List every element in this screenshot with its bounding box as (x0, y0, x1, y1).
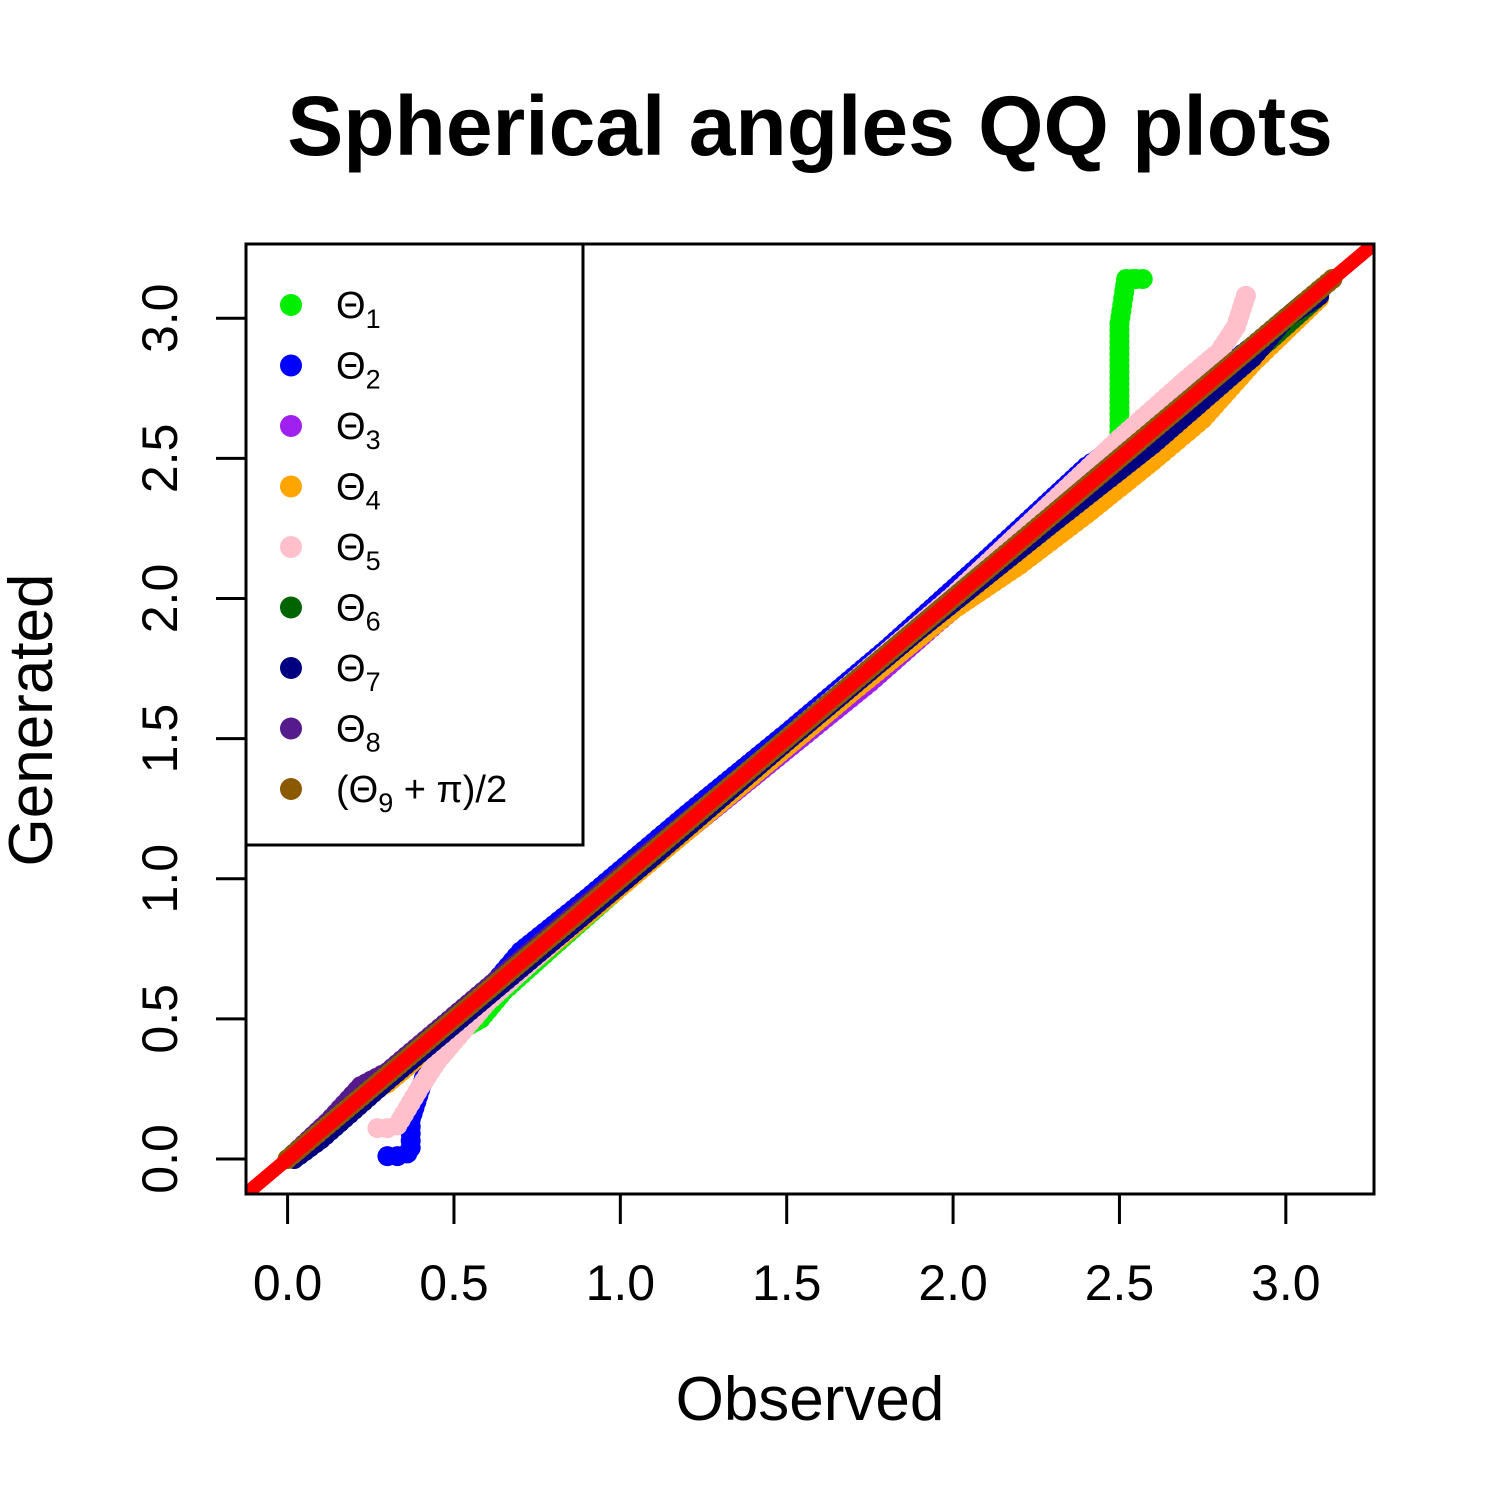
y-axis: 0.0 0.5 1.0 1.5 2.0 2.5 3.0 (132, 284, 246, 1194)
x-tick-label: 2.0 (918, 1255, 988, 1311)
legend-label: Θ6 (336, 588, 381, 637)
y-tick-label: 1.0 (132, 844, 188, 914)
legend-marker (280, 657, 302, 679)
legend-label: Θ2 (336, 346, 381, 395)
legend-label: Θ5 (336, 527, 381, 576)
x-tick-label: 1.0 (586, 1255, 656, 1311)
x-axis: 0.0 0.5 1.0 1.5 2.0 2.5 3.0 (253, 1192, 1321, 1311)
y-tick-label: 0.0 (132, 1124, 188, 1194)
legend-label: Θ4 (336, 467, 381, 516)
legend-marker (280, 596, 302, 619)
legend-box (244, 242, 585, 847)
y-tick-label: 2.0 (132, 564, 188, 634)
legend: Θ1 Θ2 Θ3 Θ4 Θ5 Θ6 Θ7 Θ8 (Θ9 + π)/2 (244, 242, 585, 847)
legend-marker (280, 354, 302, 377)
y-tick-label: 1.5 (132, 704, 188, 774)
legend-marker (280, 778, 302, 800)
y-axis-label: Generated (0, 574, 66, 867)
legend-marker (280, 717, 302, 740)
y-tick-label: 0.5 (132, 984, 188, 1054)
y-tick-label: 2.5 (132, 424, 188, 494)
legend-marker (280, 536, 302, 558)
reference-line-group (246, 244, 1374, 1194)
legend-label: Θ8 (336, 709, 381, 758)
legend-label: (Θ9 + π)/2 (336, 769, 507, 818)
chart-title: Spherical angles QQ plots (287, 79, 1333, 173)
y-tick-label: 3.0 (132, 284, 188, 354)
x-axis-label: Observed (676, 1365, 945, 1434)
legend-marker (280, 294, 302, 316)
legend-label: Θ1 (336, 285, 381, 334)
legend-marker (280, 415, 302, 437)
x-tick-label: 0.0 (253, 1255, 323, 1311)
legend-label: Θ3 (336, 406, 381, 455)
reference-line (246, 244, 1374, 1194)
x-tick-label: 1.5 (752, 1255, 822, 1311)
x-tick-label: 2.5 (1085, 1255, 1155, 1311)
data-point (1235, 285, 1256, 306)
x-tick-label: 0.5 (419, 1255, 489, 1311)
legend-marker (280, 475, 302, 498)
legend-label: Θ7 (336, 648, 381, 697)
x-tick-label: 3.0 (1251, 1255, 1321, 1311)
data-point (1132, 269, 1153, 290)
